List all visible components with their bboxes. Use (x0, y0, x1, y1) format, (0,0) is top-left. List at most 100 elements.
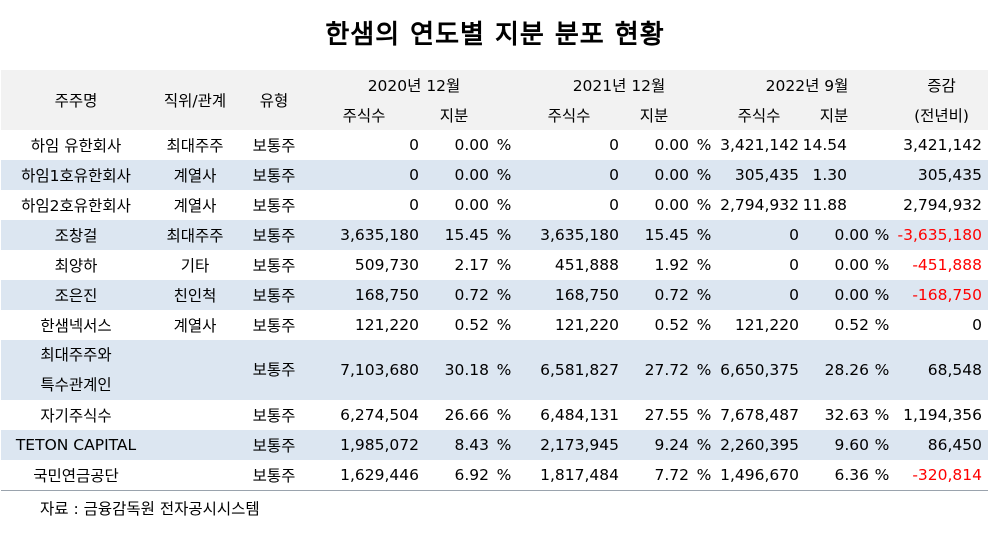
pct-sign (869, 160, 896, 190)
stake-2022: 1.30 (799, 160, 869, 190)
shares-2020: 3,635,180 (309, 220, 419, 250)
holder-name: 자기주식수 (1, 400, 151, 430)
header-relation: 직위/관계 (151, 70, 239, 130)
shares-2020: 0 (309, 130, 419, 160)
shares-2022: 2,794,932 (719, 190, 799, 220)
stake-2022: 0.00 (799, 220, 869, 250)
shares-2020: 168,750 (309, 280, 419, 310)
shares-2020: 1,629,446 (309, 460, 419, 491)
holder-relation (151, 340, 239, 400)
holder-relation (151, 400, 239, 430)
pct-sign: % (689, 220, 719, 250)
share-type: 보통주 (239, 400, 309, 430)
holder-name-line: 최대주주와 (40, 346, 112, 364)
table-row: 조은진 친인척 보통주 168,750 0.72 % 168,750 0.72 … (1, 280, 989, 310)
table-row: 자기주식수 보통주 6,274,504 26.66 % 6,484,131 27… (1, 400, 989, 430)
stake-2021: 1.92 (619, 250, 689, 280)
pct-sign: % (689, 130, 719, 160)
pct-sign (869, 190, 896, 220)
holder-relation: 계열사 (151, 160, 239, 190)
share-type: 보통주 (239, 160, 309, 190)
share-type: 보통주 (239, 220, 309, 250)
table-row: TETON CAPITAL 보통주 1,985,072 8.43 % 2,173… (1, 430, 989, 460)
change-value: 86,450 (895, 430, 989, 460)
pct-sign: % (689, 160, 719, 190)
pct-sign: % (689, 250, 719, 280)
stake-2020: 0.52 (419, 310, 489, 340)
shares-2021: 0 (519, 160, 619, 190)
shareholding-table: 주주명 직위/관계 유형 2020년 12월 2021년 12월 2022년 9… (1, 70, 989, 491)
stake-2022: 9.60 (799, 430, 869, 460)
pct-sign: % (689, 460, 719, 491)
header-shares: 주식수 (519, 100, 619, 130)
stake-2022: 0.52 (799, 310, 869, 340)
shares-2021: 0 (519, 130, 619, 160)
holder-name: 조창걸 (1, 220, 151, 250)
pct-sign: % (489, 250, 519, 280)
holder-relation: 최대주주 (151, 220, 239, 250)
pct-sign: % (489, 130, 519, 160)
holder-relation (151, 430, 239, 460)
shares-2022: 0 (719, 220, 799, 250)
stake-2020: 0.72 (419, 280, 489, 310)
pct-sign: % (869, 280, 896, 310)
stake-2020: 0.00 (419, 160, 489, 190)
holder-name: 최대주주와 특수관계인 (1, 340, 151, 400)
pct-sign: % (869, 310, 896, 340)
stake-2022: 6.36 (799, 460, 869, 491)
header-stake: 지분 (799, 100, 869, 130)
stake-2022: 32.63 (799, 400, 869, 430)
share-type: 보통주 (239, 280, 309, 310)
header-shares: 주식수 (719, 100, 799, 130)
table-row: 하임2호유한회사 계열사 보통주 0 0.00 % 0 0.00 % 2,794… (1, 190, 989, 220)
change-value: 1,194,356 (895, 400, 989, 430)
stake-2020: 15.45 (419, 220, 489, 250)
pct-sign: % (689, 190, 719, 220)
table-row: 조창걸 최대주주 보통주 3,635,180 15.45 % 3,635,180… (1, 220, 989, 250)
shares-2021: 168,750 (519, 280, 619, 310)
change-value: -3,635,180 (895, 220, 989, 250)
table-row: 국민연금공단 보통주 1,629,446 6.92 % 1,817,484 7.… (1, 460, 989, 491)
share-type: 보통주 (239, 430, 309, 460)
holder-name: 국민연금공단 (1, 460, 151, 491)
stake-2021: 9.24 (619, 430, 689, 460)
header-type: 유형 (239, 70, 309, 130)
change-value: 3,421,142 (895, 130, 989, 160)
shares-2022: 1,496,670 (719, 460, 799, 491)
share-type: 보통주 (239, 340, 309, 400)
shares-2020: 0 (309, 190, 419, 220)
table-row: 최양하 기타 보통주 509,730 2.17 % 451,888 1.92 %… (1, 250, 989, 280)
table-row: 하임1호유한회사 계열사 보통주 0 0.00 % 0 0.00 % 305,4… (1, 160, 989, 190)
holder-name: 한샘넥서스 (1, 310, 151, 340)
holder-relation: 기타 (151, 250, 239, 280)
stake-2021: 0.00 (619, 160, 689, 190)
holder-name: 최양하 (1, 250, 151, 280)
pct-sign: % (489, 400, 519, 430)
stake-2021: 0.52 (619, 310, 689, 340)
shares-2022: 0 (719, 250, 799, 280)
change-value: -451,888 (895, 250, 989, 280)
shares-2020: 7,103,680 (309, 340, 419, 400)
stake-2021: 0.00 (619, 190, 689, 220)
change-value: 2,794,932 (895, 190, 989, 220)
holder-name: 조은진 (1, 280, 151, 310)
pct-sign: % (869, 460, 896, 491)
stake-2020: 30.18 (419, 340, 489, 400)
pct-sign: % (689, 430, 719, 460)
share-type: 보통주 (239, 250, 309, 280)
stake-2022: 11.88 (799, 190, 869, 220)
stake-2020: 0.00 (419, 130, 489, 160)
shares-2021: 121,220 (519, 310, 619, 340)
pct-sign: % (869, 250, 896, 280)
shares-2021: 451,888 (519, 250, 619, 280)
shares-2020: 0 (309, 160, 419, 190)
header-period-2020: 2020년 12월 (309, 70, 519, 100)
holder-name: 하임1호유한회사 (1, 160, 151, 190)
pct-sign: % (869, 220, 896, 250)
header-stake: 지분 (619, 100, 689, 130)
stake-2021: 0.72 (619, 280, 689, 310)
shares-2021: 6,484,131 (519, 400, 619, 430)
holder-relation: 최대주주 (151, 130, 239, 160)
shares-2022: 121,220 (719, 310, 799, 340)
source-note: 자료 : 금융감독원 전자공시시스템 (40, 500, 260, 518)
